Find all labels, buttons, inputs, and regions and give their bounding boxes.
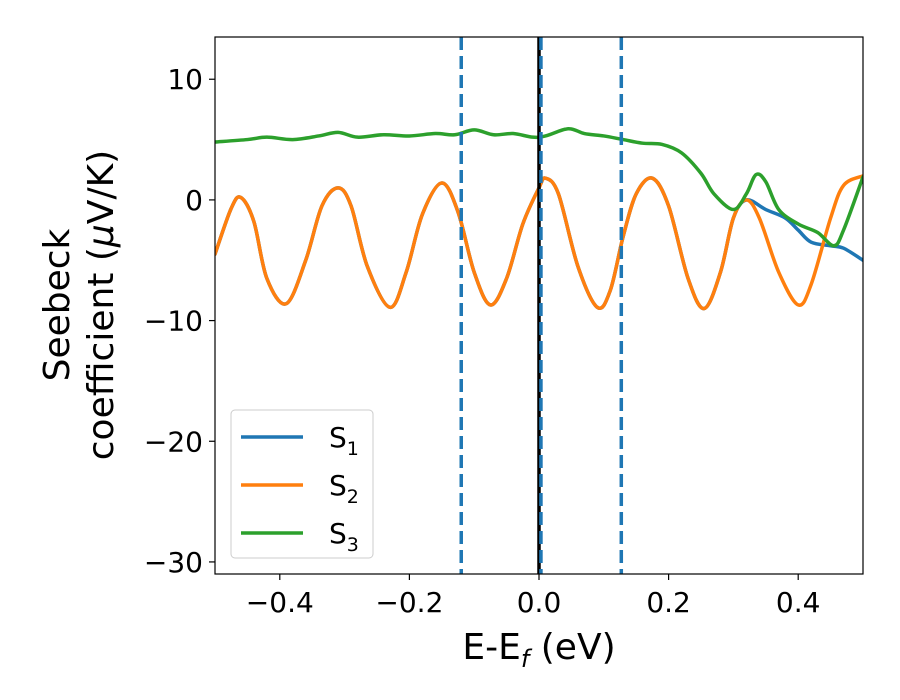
x-axis-label: E-Ef (eV)	[462, 627, 615, 673]
y-tick-label: −20	[144, 425, 203, 458]
legend: S1 S2 S3	[230, 409, 374, 559]
x-tick-label: 0.2	[646, 586, 691, 619]
y-ticks: 10 0 −10 −20 −30	[144, 63, 215, 579]
y-tick-label: 0	[185, 184, 203, 217]
x-tick-label: −0.4	[246, 586, 314, 619]
y-axis-label: Seebeck coefficient (μV/K)	[37, 150, 122, 460]
series-line-s3	[215, 126, 863, 248]
y-tick-label: −10	[144, 305, 203, 338]
x-tick-label: −0.2	[375, 586, 443, 619]
y-axis-label-line1: Seebeck	[37, 228, 78, 381]
y-tick-label: 10	[167, 63, 203, 96]
x-tick-label: 0.0	[517, 586, 562, 619]
series-layer	[215, 126, 863, 311]
legend-label-s2: S2	[329, 469, 359, 508]
series-line-s2	[215, 174, 863, 311]
vertical-lines	[459, 37, 624, 574]
legend-label-s3: S3	[329, 517, 359, 556]
y-tick-label: −30	[144, 546, 203, 579]
x-tick-label: 0.4	[776, 586, 821, 619]
x-ticks: −0.4 −0.2 0.0 0.2 0.4	[246, 574, 821, 619]
legend-label-s1: S1	[329, 421, 359, 460]
y-axis-label-line2: coefficient (μV/K)	[81, 150, 122, 460]
